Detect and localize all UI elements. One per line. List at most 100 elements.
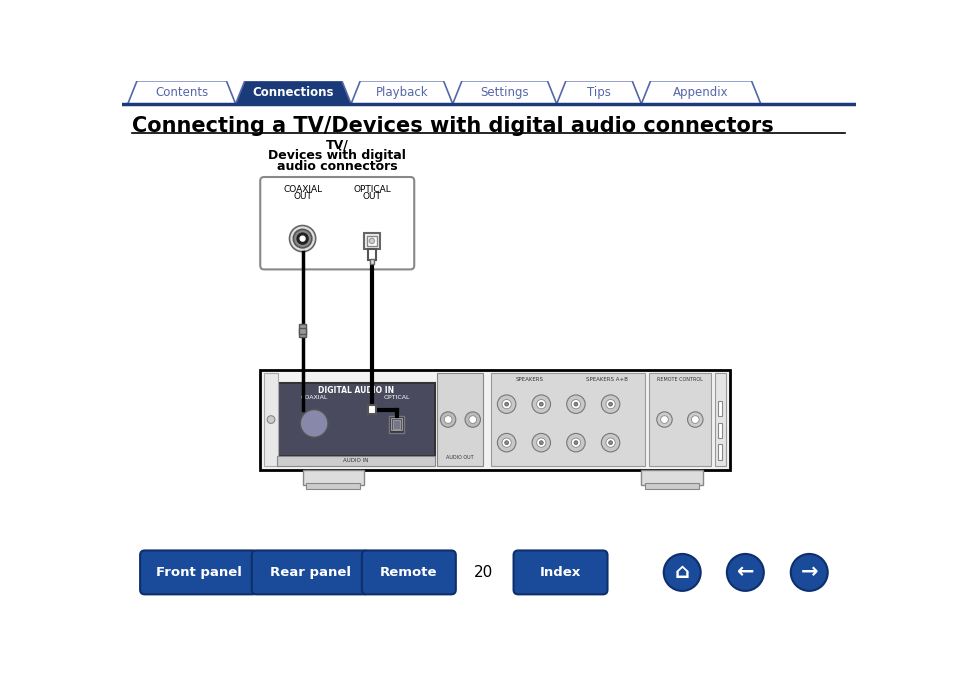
Bar bbox=[364, 234, 379, 248]
Circle shape bbox=[312, 421, 315, 425]
Circle shape bbox=[608, 402, 612, 406]
Bar bbox=[277, 382, 435, 456]
Bar bbox=[367, 236, 376, 246]
Circle shape bbox=[691, 416, 699, 423]
Circle shape bbox=[297, 234, 308, 244]
Circle shape bbox=[300, 236, 305, 241]
Circle shape bbox=[574, 441, 578, 445]
Bar bbox=[718, 444, 721, 460]
Text: Tips: Tips bbox=[586, 86, 610, 99]
Circle shape bbox=[501, 400, 511, 409]
Circle shape bbox=[537, 438, 545, 448]
Text: SPEAKERS A+B: SPEAKERS A+B bbox=[585, 377, 627, 382]
Circle shape bbox=[440, 412, 456, 427]
Circle shape bbox=[532, 433, 550, 452]
Circle shape bbox=[504, 402, 508, 406]
Text: Front panel: Front panel bbox=[155, 566, 241, 579]
Polygon shape bbox=[235, 81, 351, 104]
Circle shape bbox=[300, 410, 328, 437]
Text: ⌂: ⌂ bbox=[674, 563, 689, 582]
Text: Remote: Remote bbox=[379, 566, 437, 579]
Circle shape bbox=[790, 554, 827, 591]
Text: Index: Index bbox=[539, 566, 580, 579]
Circle shape bbox=[571, 438, 580, 448]
Text: Connecting a TV/Devices with digital audio connectors: Connecting a TV/Devices with digital aud… bbox=[132, 116, 773, 136]
Bar bbox=[306, 483, 360, 489]
Polygon shape bbox=[128, 81, 235, 104]
Text: 20: 20 bbox=[474, 565, 493, 580]
Circle shape bbox=[501, 438, 511, 448]
Circle shape bbox=[497, 433, 516, 452]
Bar bbox=[368, 248, 375, 260]
Circle shape bbox=[497, 395, 516, 413]
Circle shape bbox=[293, 229, 312, 248]
Bar bbox=[391, 418, 401, 430]
Text: Devices with digital: Devices with digital bbox=[268, 149, 406, 162]
Circle shape bbox=[469, 416, 476, 423]
Polygon shape bbox=[351, 81, 453, 104]
Circle shape bbox=[605, 400, 615, 409]
Circle shape bbox=[726, 554, 763, 591]
FancyBboxPatch shape bbox=[513, 551, 607, 594]
Text: COAXIAL: COAXIAL bbox=[283, 184, 322, 194]
Circle shape bbox=[608, 441, 612, 445]
Circle shape bbox=[656, 412, 672, 427]
Bar bbox=[644, 483, 699, 489]
FancyBboxPatch shape bbox=[140, 551, 257, 594]
Circle shape bbox=[566, 395, 584, 413]
Circle shape bbox=[537, 400, 545, 409]
Circle shape bbox=[538, 402, 542, 406]
Bar bbox=[277, 456, 435, 466]
Text: audio connectors: audio connectors bbox=[276, 160, 397, 173]
Bar bbox=[302, 470, 364, 485]
Circle shape bbox=[532, 395, 550, 413]
Polygon shape bbox=[557, 81, 640, 104]
Bar bbox=[648, 374, 710, 466]
Bar bbox=[393, 419, 400, 429]
Bar bbox=[264, 374, 277, 466]
Circle shape bbox=[687, 412, 702, 427]
Circle shape bbox=[305, 414, 323, 433]
Text: AUDIO IN: AUDIO IN bbox=[343, 458, 369, 463]
Bar bbox=[369, 258, 374, 264]
Circle shape bbox=[309, 419, 318, 428]
Text: OPTICAL: OPTICAL bbox=[353, 184, 391, 194]
FancyBboxPatch shape bbox=[260, 177, 414, 269]
Bar bbox=[640, 470, 702, 485]
Text: Playback: Playback bbox=[375, 86, 428, 99]
Text: SPEAKERS: SPEAKERS bbox=[516, 377, 543, 382]
Circle shape bbox=[369, 238, 375, 244]
Circle shape bbox=[600, 433, 619, 452]
FancyBboxPatch shape bbox=[361, 551, 456, 594]
Text: Rear panel: Rear panel bbox=[270, 566, 351, 579]
Text: REMOTE CONTROL: REMOTE CONTROL bbox=[657, 377, 702, 382]
Bar bbox=[368, 405, 375, 414]
Circle shape bbox=[464, 412, 480, 427]
Circle shape bbox=[566, 433, 584, 452]
Text: DIGITAL AUDIO IN: DIGITAL AUDIO IN bbox=[317, 386, 394, 396]
Text: Contents: Contents bbox=[155, 86, 208, 99]
Text: →: → bbox=[800, 563, 817, 582]
Circle shape bbox=[600, 395, 619, 413]
Text: AUDIO OUT: AUDIO OUT bbox=[445, 454, 473, 460]
Bar bbox=[491, 374, 644, 466]
Bar bbox=[714, 374, 725, 466]
Text: Appendix: Appendix bbox=[673, 86, 728, 99]
Bar bbox=[389, 416, 404, 433]
Text: OPTICAL: OPTICAL bbox=[383, 395, 410, 400]
Bar bbox=[298, 324, 306, 336]
Polygon shape bbox=[453, 81, 557, 104]
Circle shape bbox=[289, 225, 315, 252]
Bar bbox=[298, 328, 306, 334]
Circle shape bbox=[571, 400, 580, 409]
Circle shape bbox=[659, 416, 668, 423]
Circle shape bbox=[663, 554, 700, 591]
Bar bbox=[718, 401, 721, 417]
FancyBboxPatch shape bbox=[252, 551, 369, 594]
Text: OUT: OUT bbox=[362, 192, 381, 201]
Text: Settings: Settings bbox=[480, 86, 529, 99]
Text: Connections: Connections bbox=[253, 86, 334, 99]
Circle shape bbox=[574, 402, 578, 406]
Polygon shape bbox=[640, 81, 760, 104]
Text: COAXIAL: COAXIAL bbox=[300, 395, 328, 400]
